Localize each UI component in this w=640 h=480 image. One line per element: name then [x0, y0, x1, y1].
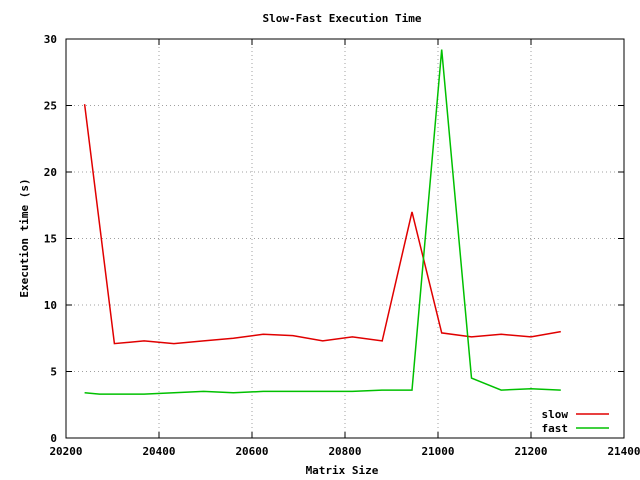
chart-title: Slow-Fast Execution Time [263, 12, 422, 25]
series-line-fast [84, 49, 561, 395]
x-tick-label: 20800 [328, 445, 361, 458]
y-tick-label: 10 [44, 299, 57, 312]
x-tick-label: 20600 [235, 445, 268, 458]
series [83, 49, 561, 395]
y-axis-label: Execution time (s) [18, 178, 31, 297]
y-tick-label: 15 [44, 233, 57, 246]
x-tick-label: 21000 [421, 445, 454, 458]
x-axis-label: Matrix Size [306, 464, 379, 477]
y-tick-label: 20 [44, 166, 57, 179]
x-tick-label: 21200 [514, 445, 547, 458]
axes: 20200 20400 20600 20800 21000 21200 21400 0 5 10 1… [44, 33, 640, 458]
x-tick-label: 20200 [49, 445, 82, 458]
legend-label-fast: fast [542, 422, 569, 435]
x-tick-label: 20400 [142, 445, 175, 458]
grid [66, 39, 624, 438]
series-line-slow [83, 104, 561, 345]
plot-border [65, 38, 625, 439]
y-tick-label: 25 [44, 100, 57, 113]
y-tick-label: 5 [50, 366, 57, 379]
legend-label-slow: slow [542, 408, 569, 421]
y-tick-label: 30 [44, 33, 57, 46]
x-tick-label: 21400 [607, 445, 640, 458]
y-tick-label: 0 [50, 432, 57, 445]
